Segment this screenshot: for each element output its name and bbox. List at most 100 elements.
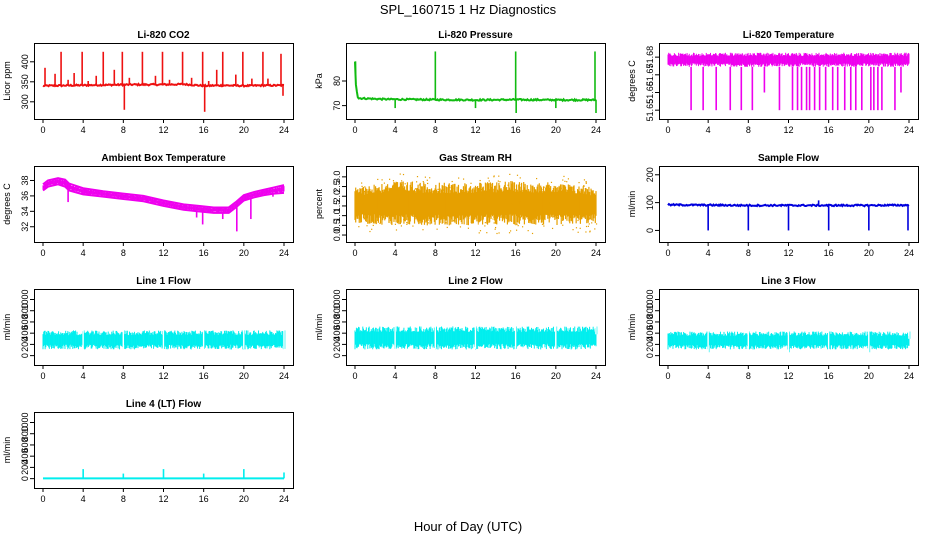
x-tick-label: 16 — [511, 248, 521, 258]
data-point — [426, 193, 428, 195]
data-point — [395, 198, 397, 200]
data-point — [464, 190, 467, 192]
data-point — [505, 193, 507, 195]
plot-area — [42, 177, 285, 232]
x-tick-label: 4 — [81, 494, 86, 504]
data-point — [575, 227, 578, 229]
data-point — [589, 217, 591, 219]
data-point — [577, 219, 579, 222]
data-point — [507, 184, 509, 186]
data-point — [578, 181, 580, 184]
data-point — [361, 185, 363, 188]
data-point — [390, 188, 392, 190]
x-tick-label: 12 — [158, 125, 168, 135]
plot-area — [667, 331, 911, 353]
plot-area — [667, 200, 910, 231]
data-point — [553, 216, 555, 218]
y-tick-label: 80 — [332, 76, 342, 86]
data-point — [536, 177, 538, 180]
y-tick-label: 34 — [20, 206, 30, 216]
x-tick-label: 8 — [746, 125, 751, 135]
data-point — [452, 220, 454, 222]
data-point — [381, 179, 383, 181]
y-tick-label: 51.67 — [645, 64, 655, 87]
data-point — [466, 196, 468, 198]
data-point — [479, 192, 482, 195]
data-point — [582, 205, 584, 208]
data-point — [465, 203, 467, 205]
data-point — [411, 188, 413, 190]
data-point — [507, 192, 509, 194]
x-tick-label: 12 — [158, 248, 168, 258]
data-point — [431, 211, 433, 213]
panel-title: Line 4 (LT) Flow — [126, 399, 202, 410]
data-point — [363, 217, 366, 219]
data-point — [544, 191, 546, 193]
data-point — [442, 210, 444, 213]
data-point — [437, 188, 439, 190]
data-point — [449, 199, 452, 201]
x-tick-label: 16 — [511, 125, 521, 135]
data-point — [585, 231, 587, 233]
y-axis-label: ml/min — [2, 314, 12, 341]
data-point — [398, 194, 400, 196]
data-point — [496, 232, 498, 235]
y-tick-label: 400 — [645, 326, 655, 341]
data-point — [435, 188, 437, 191]
data-point — [527, 230, 529, 232]
data-point — [498, 232, 500, 234]
data-point — [442, 189, 445, 191]
data-point — [591, 222, 593, 224]
data-point — [519, 216, 522, 219]
data-point — [497, 204, 499, 206]
data-point — [489, 195, 491, 197]
x-tick-label: 12 — [783, 125, 793, 135]
x-tick-label: 0 — [352, 248, 357, 258]
y-tick-label: 200 — [20, 460, 30, 475]
data-point — [412, 225, 414, 227]
x-tick-label: 12 — [470, 248, 480, 258]
data-point — [578, 211, 580, 213]
x-tick-label: 4 — [81, 248, 86, 258]
data-point — [376, 208, 379, 210]
data-point — [392, 180, 395, 182]
data-point — [521, 226, 524, 228]
x-tick-label: 24 — [591, 248, 601, 258]
data-point — [542, 197, 544, 199]
data-point — [589, 206, 591, 209]
data-point — [355, 196, 357, 198]
data-point — [461, 218, 463, 220]
data-point — [380, 193, 382, 195]
data-point — [585, 225, 588, 228]
data-point — [543, 225, 545, 227]
data-point — [467, 227, 470, 229]
x-tick-label: 4 — [706, 125, 711, 135]
panel-title: Ambient Box Temperature — [101, 153, 226, 164]
plot-frame — [659, 289, 919, 366]
plot-frame — [346, 43, 606, 120]
y-tick-label: 800 — [645, 303, 655, 318]
x-tick-label: 12 — [470, 125, 480, 135]
x-tick-label: 16 — [199, 371, 209, 381]
data-point — [406, 221, 408, 224]
data-point — [498, 175, 500, 177]
y-tick-label: 51.68 — [645, 46, 655, 69]
x-tick-label: 12 — [783, 371, 793, 381]
data-point — [520, 192, 523, 194]
data-point — [562, 179, 564, 181]
data-point — [494, 228, 496, 230]
data-point — [572, 229, 574, 231]
y-tick-label: 800 — [20, 426, 30, 441]
data-point — [377, 178, 379, 181]
y-tick-label: 36 — [20, 191, 30, 201]
data-point — [417, 221, 420, 223]
y-tick-label: 300 — [20, 94, 30, 109]
plot-area — [354, 326, 598, 350]
data-point — [395, 229, 398, 231]
data-point — [579, 227, 581, 229]
data-point — [427, 222, 429, 224]
data-point — [531, 232, 534, 235]
panel-title: Li-820 Temperature — [743, 30, 835, 41]
x-tick-label: 20 — [239, 248, 249, 258]
